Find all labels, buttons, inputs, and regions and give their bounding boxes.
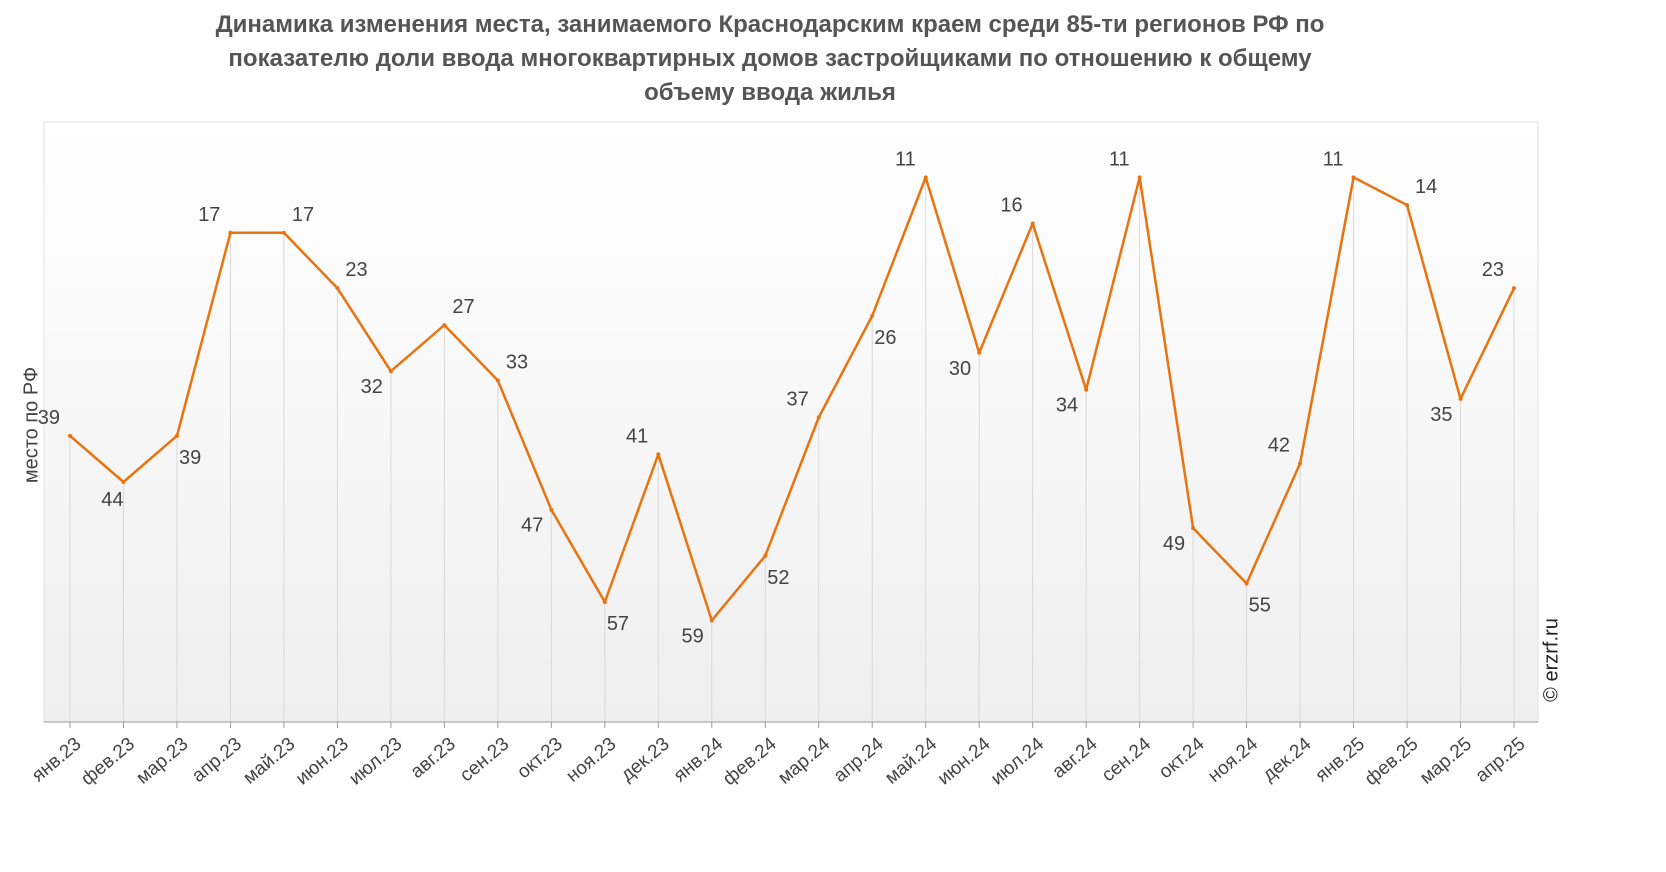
x-tick-label: дек.23 xyxy=(617,734,674,786)
data-label: 41 xyxy=(626,425,648,447)
data-label: 49 xyxy=(1163,533,1185,555)
data-point xyxy=(495,378,500,383)
data-point xyxy=(1298,461,1303,466)
data-label: 34 xyxy=(1056,395,1078,417)
data-point xyxy=(1458,396,1463,401)
title-line: Динамика изменения места, занимаемого Кр… xyxy=(215,11,1325,38)
x-tick-label: мар.24 xyxy=(774,733,834,788)
x-tick-label: июн.24 xyxy=(934,733,995,789)
data-label: 39 xyxy=(38,407,60,429)
data-point xyxy=(1030,221,1035,226)
data-point xyxy=(602,600,607,604)
data-label: 39 xyxy=(179,447,201,469)
data-label: 11 xyxy=(895,148,916,170)
x-tick-label: авг.23 xyxy=(407,734,460,783)
x-tick-label: авг.24 xyxy=(1048,733,1101,783)
x-tick-label: фев.24 xyxy=(719,733,781,790)
data-label: 11 xyxy=(1109,148,1130,170)
x-tick-label: янв.23 xyxy=(28,734,85,787)
x-tick-label: фев.25 xyxy=(1361,734,1423,790)
data-label: 17 xyxy=(198,204,220,226)
data-point xyxy=(442,323,447,328)
data-point xyxy=(977,350,982,355)
plot-area xyxy=(43,121,1539,723)
x-tick-label: май.24 xyxy=(881,733,941,788)
x-tick-label: окт.24 xyxy=(1155,733,1209,783)
data-label: 30 xyxy=(949,358,971,380)
x-tick-label: окт.23 xyxy=(513,734,566,784)
data-label: 47 xyxy=(521,515,543,537)
data-label: 23 xyxy=(1482,259,1504,281)
data-point xyxy=(335,286,340,291)
x-tick-label: ноя.24 xyxy=(1204,733,1262,786)
data-point xyxy=(228,230,233,235)
data-point xyxy=(388,369,393,374)
data-label: 11 xyxy=(1323,148,1344,170)
data-point xyxy=(1137,175,1142,180)
x-tick-label: фев.23 xyxy=(77,734,139,790)
data-label: 35 xyxy=(1430,404,1452,426)
data-point xyxy=(121,480,126,484)
title-line: объему ввода жилья xyxy=(644,79,896,106)
x-tick-label: мар.23 xyxy=(132,734,192,789)
data-label: 59 xyxy=(682,625,704,647)
data-label: 55 xyxy=(1249,595,1271,617)
data-point xyxy=(923,175,928,180)
data-label: 14 xyxy=(1415,176,1437,198)
x-tick-label: июл.23 xyxy=(345,734,406,790)
x-tick-label: дек.24 xyxy=(1259,733,1316,786)
data-point xyxy=(174,433,179,438)
data-point xyxy=(1191,526,1196,531)
data-point xyxy=(1405,203,1410,208)
chart-title: Динамика изменения места, занимаемого Кр… xyxy=(0,8,1540,110)
data-point xyxy=(763,553,768,558)
title-line: показателю доли ввода многоквартирных до… xyxy=(228,45,1312,72)
x-tick-label: сен.24 xyxy=(1098,733,1155,786)
x-tick-label: апр.25 xyxy=(1472,734,1530,787)
data-label: 27 xyxy=(452,296,474,318)
data-point xyxy=(709,618,714,623)
x-tick-label: июл.24 xyxy=(987,733,1048,789)
data-label: 42 xyxy=(1268,435,1290,457)
data-point xyxy=(68,433,72,438)
series-line xyxy=(69,176,1516,622)
data-point xyxy=(870,313,875,318)
data-label: 23 xyxy=(345,259,367,281)
x-tick-label: янв.24 xyxy=(670,733,728,786)
data-label: 37 xyxy=(786,388,808,410)
data-label: 33 xyxy=(506,351,528,373)
data-point xyxy=(1244,581,1249,586)
data-label: 44 xyxy=(101,489,123,511)
data-point xyxy=(816,415,821,420)
x-tick-label: июн.23 xyxy=(292,734,353,790)
data-point xyxy=(656,452,661,457)
data-point xyxy=(549,507,554,512)
data-label: 57 xyxy=(607,613,629,635)
x-tick-label: мар.25 xyxy=(1416,734,1476,789)
data-point xyxy=(1084,387,1089,392)
x-tick-label: апр.24 xyxy=(830,733,888,787)
data-point xyxy=(1351,175,1356,180)
x-tick-label: ноя.23 xyxy=(563,734,621,787)
data-point xyxy=(1512,286,1516,291)
data-label: 52 xyxy=(767,567,789,589)
data-point xyxy=(281,230,286,235)
x-tick-label: сен.23 xyxy=(456,734,513,787)
x-tick-label: янв.25 xyxy=(1312,734,1369,787)
data-label: 16 xyxy=(1000,195,1022,217)
data-label: 26 xyxy=(874,327,896,349)
data-label: 32 xyxy=(361,376,383,398)
data-label: 17 xyxy=(292,204,314,226)
x-tick-label: май.23 xyxy=(239,734,299,789)
x-tick-label: апр.23 xyxy=(188,734,246,787)
